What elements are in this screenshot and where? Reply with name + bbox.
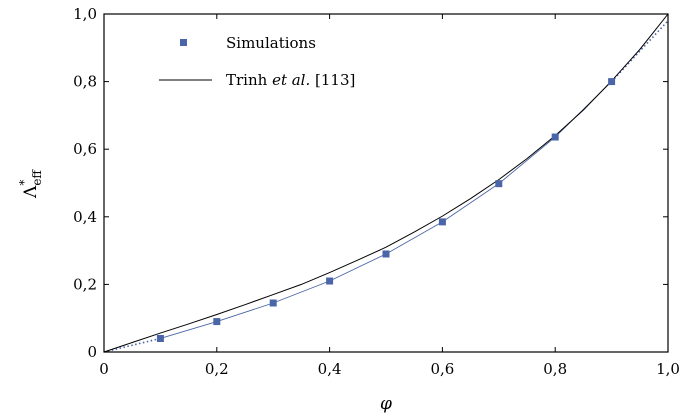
y-axis-title-main: Λ: [21, 185, 41, 199]
simulation-marker: [269, 299, 277, 307]
simulation-marker: [156, 334, 164, 342]
axes-frame: [103, 13, 669, 353]
legend-model-label-part: Trinh: [226, 71, 272, 89]
legend-model-label-part: et al.: [272, 71, 310, 89]
y-tick-label: 0,8: [73, 73, 97, 91]
model-line: [103, 13, 669, 353]
x-tick-label: 0,6: [430, 360, 454, 378]
y-axis-title-sub: eff: [30, 169, 44, 186]
simulation-marker: [213, 318, 221, 326]
legend: Simulations Trinh et al. [113]: [159, 34, 355, 89]
simulation-line: [160, 81, 612, 339]
legend-model-label-part: [113]: [310, 71, 355, 89]
simulation-dotted-end: [611, 20, 669, 83]
simulation-marker: [438, 218, 446, 226]
x-tick-label: 1,0: [656, 360, 680, 378]
y-tick-label: 0,6: [73, 140, 97, 158]
axis-ticks: 0 0,2 0,4 0,6 0,8 1,0 0 0,2 0,4 0,6 0,8 1,0: [73, 5, 680, 378]
y-tick-label: 0,4: [73, 208, 97, 226]
simulation-dotted-start: [103, 337, 161, 353]
plot-area: [103, 13, 669, 353]
y-tick-label: 0,2: [73, 275, 97, 293]
legend-model-label: Trinh et al. [113]: [226, 71, 355, 89]
simulation-marker: [326, 277, 334, 285]
y-tick-label: 1,0: [73, 5, 97, 23]
simulation-marker: [495, 180, 503, 188]
x-tick-label: 0,8: [543, 360, 567, 378]
x-tick-label: 0,4: [318, 360, 342, 378]
x-tick-label: 0: [99, 360, 109, 378]
simulation-marker: [382, 250, 390, 258]
simulation-marker: [608, 78, 616, 86]
legend-simulations-label: Simulations: [226, 34, 316, 52]
y-axis-title: Λ*eff: [17, 169, 44, 199]
y-tick-label: 0: [87, 343, 97, 361]
legend-simulations-marker: [180, 39, 187, 46]
x-tick-label: 0,2: [205, 360, 229, 378]
simulation-marker: [551, 133, 559, 141]
x-axis-title: φ: [380, 394, 392, 414]
y-axis-title-sup: *: [17, 180, 31, 186]
